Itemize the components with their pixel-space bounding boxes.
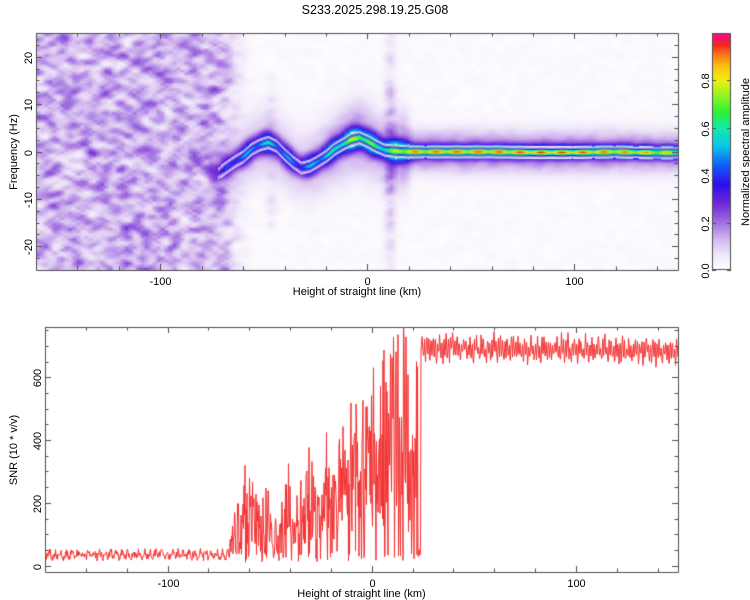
snr-y-tick-label: 600 — [32, 368, 44, 387]
snr-x-tick-label: -100 — [157, 578, 180, 590]
spectrogram-y-tick-label: 10 — [23, 98, 35, 111]
colorbar-label: Normalized spectral amplitude — [740, 77, 750, 226]
snr-y-tick-label: 200 — [32, 494, 44, 513]
snr-y-tick-label: 400 — [32, 431, 44, 450]
colorbar-tick-label: 0.0 — [700, 262, 712, 279]
colorbar-tick-label: 0.4 — [700, 167, 712, 184]
snr-x-tick-label: 100 — [567, 578, 586, 590]
snr-x-axis-label: Height of straight line (km) — [297, 588, 426, 600]
spectrogram-y-tick-label: 20 — [23, 51, 35, 64]
snr-x-tick-label: 0 — [369, 578, 376, 590]
spectrogram-x-tick-label: 0 — [364, 276, 371, 288]
colorbar-tick-label: 0.8 — [700, 72, 712, 89]
snr-y-tick-label: 0 — [32, 563, 44, 570]
spectrogram-x-tick-label: -100 — [149, 276, 172, 288]
colorbar-tick-label: 0.2 — [700, 215, 712, 232]
spectrogram-y-axis-label: Frequency (Hz) — [8, 113, 20, 190]
spectrogram-y-tick-label: -10 — [23, 191, 35, 208]
spectrogram-y-tick-label: -20 — [23, 238, 35, 255]
snr-y-axis-label: SNR (10 * v/v) — [8, 414, 20, 485]
colorbar-tick-label: 0.6 — [700, 120, 712, 137]
spectrogram-x-tick-label: 100 — [565, 276, 584, 288]
spectrogram-x-axis-label: Height of straight line (km) — [292, 286, 422, 298]
spectrogram-y-tick-label: 0 — [23, 149, 35, 156]
